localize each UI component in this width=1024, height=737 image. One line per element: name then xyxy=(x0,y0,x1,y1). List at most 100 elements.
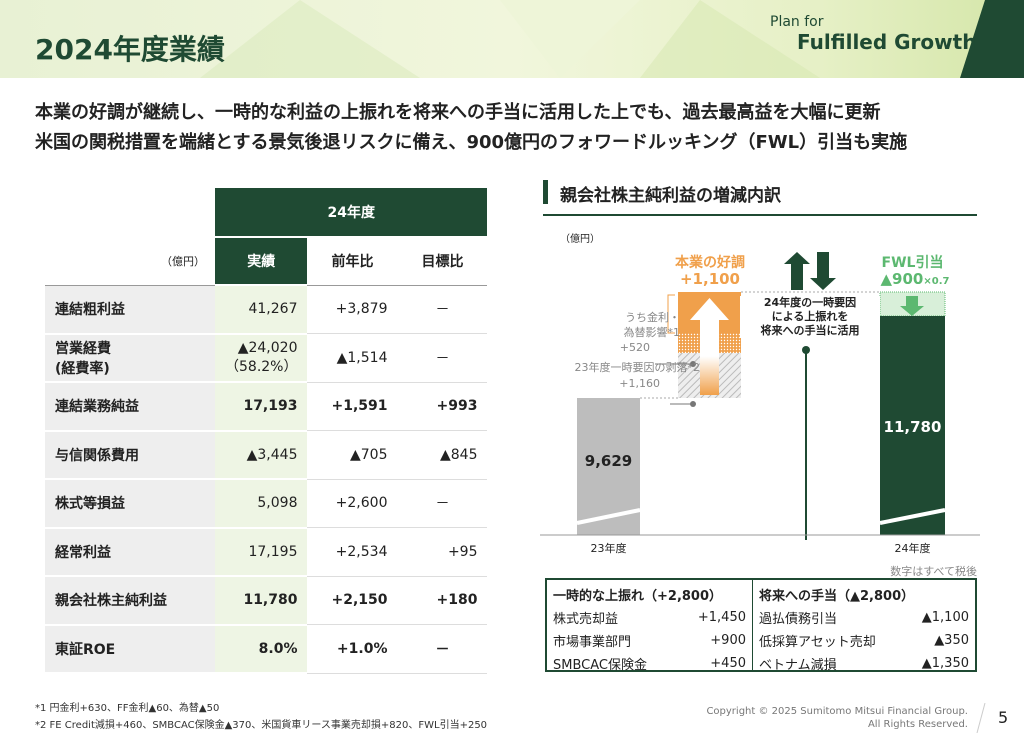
yoy-value: +2,150 xyxy=(307,576,398,625)
item-label: SMBCAC保険金 xyxy=(553,658,647,673)
target-value: ▲845 xyxy=(397,430,488,480)
logo-line1: Plan for xyxy=(770,14,824,30)
item-value: +900 xyxy=(710,633,746,648)
drop-label: 23年度一時要因の剥落*2 +1,160 xyxy=(540,360,701,392)
up-arrow xyxy=(690,298,729,395)
waterfall-chart xyxy=(540,252,980,540)
actual-value: ▲24,020 （58.2%） xyxy=(215,333,308,383)
provision-panel: 将来への手当（▲2,800） 過払債務引当 ▲1,100 低採算アセット売却 ▲350 ベ… xyxy=(753,580,975,673)
table-row: 与信関係費用 ▲3,445 ▲705 ▲845 xyxy=(45,430,488,480)
x-label-23: 23年度 xyxy=(590,542,627,555)
target-value: +180 xyxy=(397,576,488,625)
row-label: 営業経費 (経費率) xyxy=(45,333,215,383)
yoy-value: ▲705 xyxy=(307,430,398,480)
fwl-value: ▲900 xyxy=(880,270,924,288)
bar1-value: 9,629 xyxy=(584,452,633,470)
table-row: 株式等損益 5,098 +2,600 － xyxy=(45,479,488,529)
row-label: 経常利益 xyxy=(45,527,215,577)
drop-value: +1,160 xyxy=(619,377,660,390)
target-value: － xyxy=(397,624,488,674)
tax-note: 数字はすべて税後 xyxy=(890,565,977,578)
table-row: 親会社株主純利益 11,780 +2,150 +180 xyxy=(45,576,488,626)
actual-value: 17,195 xyxy=(215,527,308,577)
logo-line2: Fulfilled Growth xyxy=(797,30,977,54)
upside-title: 一時的な上振れ（+2,800） xyxy=(553,589,723,604)
upside-panel: 一時的な上振れ（+2,800） 株式売却益 +1,450 市場事業部門 +900 SMBC… xyxy=(547,580,753,673)
item-value: +1,450 xyxy=(697,610,746,625)
item-label: 過払債務引当 xyxy=(759,612,838,627)
item-label: 低採算アセット売却 xyxy=(759,635,876,650)
actual-value: 8.0% xyxy=(215,624,308,674)
target-value: － xyxy=(397,285,488,334)
yoy-value: +2,600 xyxy=(307,479,398,528)
item-value: +450 xyxy=(710,656,746,671)
yoy-value: +1,591 xyxy=(307,382,398,431)
table-row: 経常利益 17,195 +2,534 +95 xyxy=(45,527,488,577)
fx-value: +520 xyxy=(619,341,650,354)
item-label: 市場事業部門 xyxy=(553,635,632,650)
table-row: 連結粗利益 41,267 +3,879 － xyxy=(45,285,488,335)
row-label: 親会社株主純利益 xyxy=(45,576,215,626)
page-divider xyxy=(976,703,986,733)
item-value: ▲1,350 xyxy=(921,656,969,671)
col-actual: 実績 xyxy=(215,236,308,286)
provision-title: 将来への手当（▲2,800） xyxy=(759,589,915,604)
table-row: 東証ROE 8.0% +1.0% － xyxy=(45,624,488,674)
col-yoy: 前年比 xyxy=(307,236,398,286)
copyright-2: All Rights Reserved. xyxy=(867,719,968,730)
target-value: +95 xyxy=(397,527,488,577)
up-icon xyxy=(784,252,810,290)
footnote-2: *2 FE Credit減損+460、SMBCAC保険金▲370、米国貨車リース… xyxy=(35,720,488,731)
header-band xyxy=(0,0,1024,78)
row-label: 連結業務純益 xyxy=(45,382,215,432)
row-label: 与信関係費用 xyxy=(45,430,215,480)
yoy-value: +3,879 xyxy=(307,285,398,334)
item-value: ▲1,100 xyxy=(921,610,969,625)
core-value: +1,100 xyxy=(679,270,740,288)
yoy-value: +2,534 xyxy=(307,527,398,577)
breakdown-box: 一時的な上振れ（+2,800） 株式売却益 +1,450 市場事業部門 +900 SMBC… xyxy=(545,578,977,673)
core-label: 本業の好調 xyxy=(675,255,745,271)
item-value: ▲350 xyxy=(934,633,969,648)
bar-24 xyxy=(880,316,945,535)
unit-label: （億円） xyxy=(45,236,215,286)
subtitle-line-1: 本業の好調が継続し、一時的な利益の上振れを将来への手当に活用した上でも、過去最高… xyxy=(35,102,881,123)
x-label-24: 24年度 xyxy=(894,542,931,555)
down-arrow xyxy=(900,296,924,316)
col-target: 目標比 xyxy=(397,236,488,286)
actual-value: 41,267 xyxy=(215,285,308,335)
group-header: 24年度 xyxy=(215,188,488,238)
target-value: － xyxy=(397,479,488,528)
header-decoration xyxy=(200,0,1024,78)
footnote-1: *1 円金利+630、FF金利▲60、為替▲50 xyxy=(35,703,220,714)
fx-label: うち金利・ 為替影響*1 +520 xyxy=(560,310,680,355)
item-label: 株式売却益 xyxy=(553,612,619,627)
center-text: 24年度の一時要因 による上振れを 将来への手当に活用 xyxy=(740,296,880,338)
actual-value: 17,193 xyxy=(215,382,308,432)
title-accent xyxy=(543,180,548,204)
yoy-value: +1.0% xyxy=(307,624,398,674)
chart-title: 親会社株主純利益の増減内訳 xyxy=(560,186,781,206)
breakdown-item: 市場事業部門 +900 xyxy=(547,629,752,652)
title-underline xyxy=(543,214,977,216)
results-table: 24年度 （億円） 実績 前年比 目標比 連結粗利益 41,267 +3,879 －営… xyxy=(45,188,488,674)
copyright-1: Copyright © 2025 Sumitomo Mitsui Financi… xyxy=(706,706,968,717)
row-label: 株式等損益 xyxy=(45,479,215,529)
actual-value: 11,780 xyxy=(215,576,308,626)
page-number: 5 xyxy=(998,708,1009,727)
table-row: 営業経費 (経費率) ▲24,020 （58.2%） ▲1,514 － xyxy=(45,333,488,383)
subtitle-line-2: 米国の関税措置を端緒とする景気後退リスクに備え、900億円のフォワードルッキング… xyxy=(35,132,908,153)
row-label: 東証ROE xyxy=(45,624,215,674)
yoy-value: ▲1,514 xyxy=(307,333,398,383)
breakdown-item: 株式売却益 +1,450 xyxy=(547,606,752,629)
breakdown-item: 低採算アセット売却 ▲350 xyxy=(753,629,975,652)
chart-unit: （億円） xyxy=(560,234,600,245)
breakdown-item: 過払債務引当 ▲1,100 xyxy=(753,606,975,629)
target-value: － xyxy=(397,333,488,383)
fwl-label: FWL引当 xyxy=(881,255,944,271)
fwl-mult: ×0.7 xyxy=(923,276,950,287)
down-icon xyxy=(810,252,836,290)
row-label: 連結粗利益 xyxy=(45,285,215,335)
actual-value: ▲3,445 xyxy=(215,430,308,480)
table-row: 連結業務純益 17,193 +1,591 +993 xyxy=(45,382,488,432)
